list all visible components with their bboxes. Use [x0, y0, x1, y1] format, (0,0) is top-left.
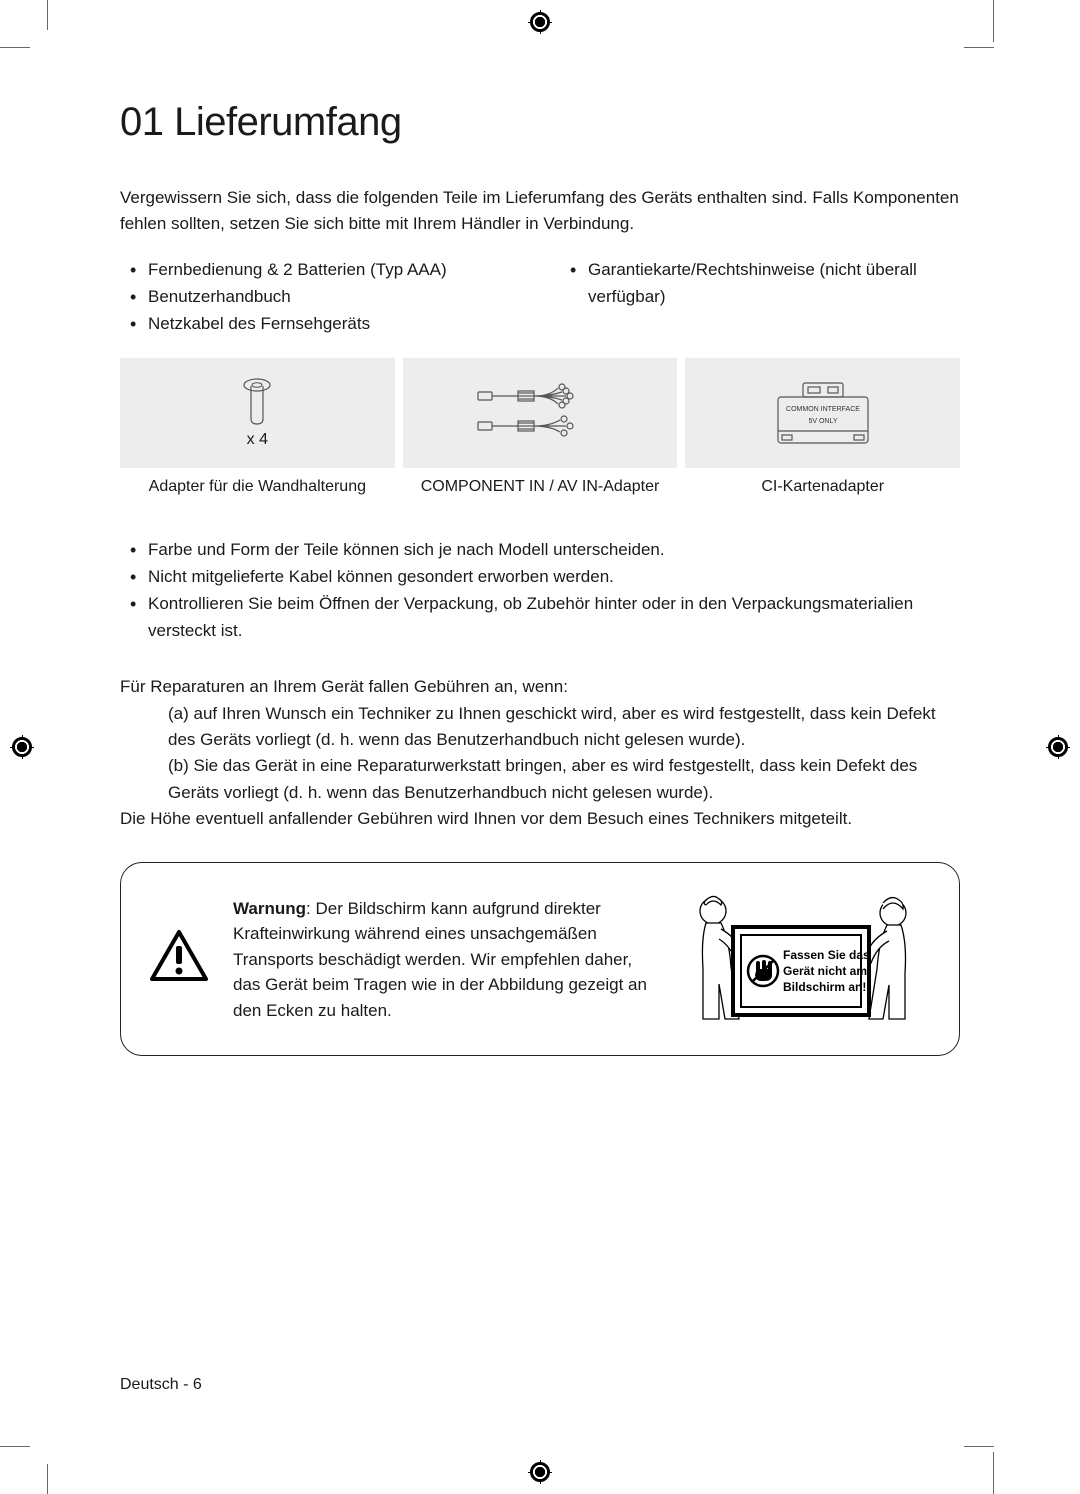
- page-title: 01 Lieferumfang: [120, 100, 960, 145]
- items-right: Garantiekarte/Rechtshinweise (nicht über…: [560, 256, 960, 338]
- list-item: Kontrollieren Sie beim Öffnen der Verpac…: [148, 590, 960, 644]
- illus-text-2: Gerät nicht am: [783, 964, 867, 978]
- crop-mark: [47, 0, 48, 30]
- crop-mark: [993, 0, 994, 42]
- repair-a: (a) auf Ihren Wunsch ein Techniker zu Ih…: [120, 701, 960, 754]
- illus-text-1: Fassen Sie das: [783, 948, 870, 962]
- wall-adapter-icon: x 4: [120, 358, 395, 468]
- crop-mark: [0, 47, 30, 48]
- repair-section: Für Reparaturen an Ihrem Gerät fallen Ge…: [120, 674, 960, 832]
- crop-mark: [47, 1464, 48, 1494]
- warning-label: Warnung: [233, 899, 306, 918]
- crop-mark: [0, 1446, 30, 1447]
- warning-box: Warnung: Der Bildschirm kann aufgrund di…: [120, 862, 960, 1056]
- registration-mark-icon: [528, 1460, 552, 1484]
- ci-adapter-icon: COMMON INTERFACE 5V ONLY: [685, 358, 960, 468]
- accessory-label: CI-Kartenadapter: [685, 478, 960, 496]
- warning-illustration: Fassen Sie das Gerät nicht am Bildschirm…: [671, 889, 931, 1029]
- registration-mark-icon: [1046, 735, 1070, 759]
- page-footer: Deutsch - 6: [120, 1376, 202, 1394]
- repair-b: (b) Sie das Gerät in eine Reparaturwerks…: [120, 753, 960, 806]
- repair-outro: Die Höhe eventuell anfallender Gebühren …: [120, 806, 960, 832]
- ci-label-2: 5V ONLY: [808, 418, 837, 425]
- list-item: Nicht mitgelieferte Kabel können gesonde…: [148, 563, 960, 590]
- warning-icon: [149, 929, 209, 990]
- crop-mark: [964, 1446, 994, 1447]
- registration-mark-icon: [528, 10, 552, 34]
- warning-text: Warnung: Der Bildschirm kann aufgrund di…: [233, 896, 647, 1024]
- accessory-labels: Adapter für die Wandhalterung COMPONENT …: [120, 478, 960, 496]
- intro-text: Vergewissern Sie sich, dass die folgende…: [120, 185, 960, 236]
- registration-mark-icon: [10, 735, 34, 759]
- list-item: Fernbedienung & 2 Batterien (Typ AAA): [148, 256, 520, 283]
- accessory-label: COMPONENT IN / AV IN-Adapter: [403, 478, 678, 496]
- list-item: Benutzerhandbuch: [148, 283, 520, 310]
- quantity-label: x 4: [247, 431, 268, 449]
- illus-text-3: Bildschirm an!: [783, 980, 866, 994]
- accessory-images: x 4: [120, 358, 960, 468]
- page-content: 01 Lieferumfang Vergewissern Sie sich, d…: [120, 100, 960, 1394]
- list-item: Garantiekarte/Rechtshinweise (nicht über…: [588, 256, 960, 310]
- list-item: Farbe und Form der Teile können sich je …: [148, 536, 960, 563]
- notes-list: Farbe und Form der Teile können sich je …: [120, 536, 960, 645]
- list-item: Netzkabel des Fernsehgeräts: [148, 310, 520, 337]
- accessory-label: Adapter für die Wandhalterung: [120, 478, 395, 496]
- crop-mark: [964, 47, 994, 48]
- av-adapter-icon: [403, 358, 678, 468]
- included-items: Fernbedienung & 2 Batterien (Typ AAA) Be…: [120, 256, 960, 338]
- ci-label-1: COMMON INTERFACE: [786, 406, 860, 413]
- items-left: Fernbedienung & 2 Batterien (Typ AAA) Be…: [120, 256, 520, 338]
- crop-mark: [993, 1452, 994, 1494]
- repair-intro: Für Reparaturen an Ihrem Gerät fallen Ge…: [120, 674, 960, 700]
